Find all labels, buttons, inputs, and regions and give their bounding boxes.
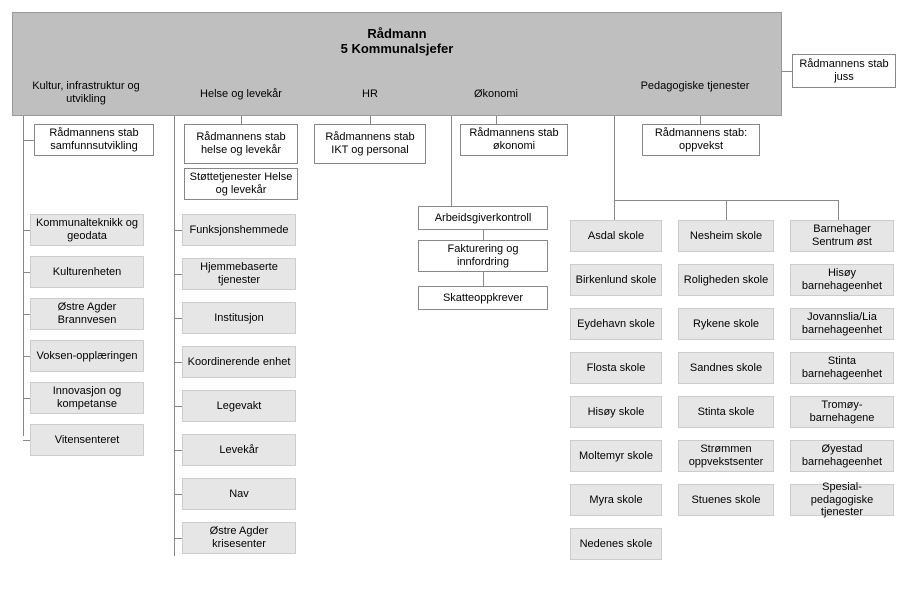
- dept-pedagogiske: Pedagogiske tjenester: [640, 80, 750, 93]
- connector: [614, 200, 615, 220]
- unit-box: Birkenlund skole: [570, 264, 662, 296]
- connector: [23, 314, 30, 315]
- stab-helse1: Rådmannens stab helse og levekår: [184, 124, 298, 164]
- unit-box: Myra skole: [570, 484, 662, 516]
- unit-box: Nedenes skole: [570, 528, 662, 560]
- unit-box: Moltemyr skole: [570, 440, 662, 472]
- connector: [174, 406, 182, 407]
- unit-box: Flosta skole: [570, 352, 662, 384]
- unit-box: Voksen-opplæringen: [30, 340, 144, 372]
- okonomi-chain-2: Skatteoppkrever: [418, 286, 548, 310]
- unit-box: Koordinerende enhet: [182, 346, 296, 378]
- unit-box: Stinta skole: [678, 396, 774, 428]
- unit-box: Kulturenheten: [30, 256, 144, 288]
- header-line2: 5 Kommunalsjefer: [341, 42, 454, 57]
- unit-box: Levekår: [182, 434, 296, 466]
- unit-box: Nav: [182, 478, 296, 510]
- unit-box: Legevakt: [182, 390, 296, 422]
- unit-box: Institusjon: [182, 302, 296, 334]
- stab-hr: Rådmannens stab IKT og personal: [314, 124, 426, 164]
- unit-box: Sandnes skole: [678, 352, 774, 384]
- connector: [174, 450, 182, 451]
- unit-box: Østre Agder Brannvesen: [30, 298, 144, 330]
- connector: [23, 440, 30, 441]
- connector: [700, 116, 701, 124]
- connector: [782, 71, 792, 72]
- unit-box: Kommunalteknikk og geodata: [30, 214, 144, 246]
- unit-box: Hisøy barnehageenhet: [790, 264, 894, 296]
- unit-box: Barnehager Sentrum øst: [790, 220, 894, 252]
- unit-box: Spesial-pedagogiske tjenester: [790, 484, 894, 516]
- unit-box: Tromøy-barnehagene: [790, 396, 894, 428]
- dept-okonomi: Økonomi: [456, 88, 536, 101]
- connector: [23, 398, 30, 399]
- connector: [496, 116, 497, 124]
- connector: [23, 356, 30, 357]
- unit-box: Stinta barnehageenhet: [790, 352, 894, 384]
- connector: [174, 230, 182, 231]
- connector: [174, 116, 175, 556]
- unit-box: Asdal skole: [570, 220, 662, 252]
- connector: [174, 318, 182, 319]
- unit-box: Innovasjon og kompetanse: [30, 382, 144, 414]
- stab-pedagogiske: Rådmannens stab: oppvekst: [642, 124, 760, 156]
- unit-box: Eydehavn skole: [570, 308, 662, 340]
- connector: [174, 538, 182, 539]
- connector: [174, 494, 182, 495]
- connector: [23, 230, 30, 231]
- connector: [614, 116, 615, 200]
- connector: [174, 362, 182, 363]
- unit-box: Øyestad barnehageenhet: [790, 440, 894, 472]
- unit-box: Jovannslia/Lia barnehageenhet: [790, 308, 894, 340]
- unit-box: Østre Agder krisesenter: [182, 522, 296, 554]
- okonomi-chain-0: Arbeidsgiverkontroll: [418, 206, 548, 230]
- dept-helse: Helse og levekår: [186, 88, 296, 101]
- stab-juss: Rådmannens stab juss: [792, 54, 896, 88]
- stab-juss-label: Rådmannens stab juss: [797, 58, 891, 83]
- connector: [483, 272, 484, 286]
- dept-hr: HR: [340, 88, 400, 101]
- unit-box: Vitensenteret: [30, 424, 144, 456]
- header-line1: Rådmann: [367, 27, 426, 42]
- unit-box: Hisøy skole: [570, 396, 662, 428]
- connector: [726, 200, 727, 220]
- unit-box: Stuenes skole: [678, 484, 774, 516]
- unit-box: Roligheden skole: [678, 264, 774, 296]
- okonomi-chain-1: Fakturering og innfordring: [418, 240, 548, 272]
- connector: [174, 274, 182, 275]
- unit-box: Hjemmebaserte tjenester: [182, 258, 296, 290]
- unit-box: Funksjonshemmede: [182, 214, 296, 246]
- unit-box: Nesheim skole: [678, 220, 774, 252]
- dept-kultur: Kultur, infrastruktur og utvikling: [26, 80, 146, 105]
- connector: [23, 140, 34, 141]
- stab-helse2: Støttetjenester Helse og levekår: [184, 168, 298, 200]
- connector: [838, 200, 839, 220]
- unit-box: Strømmen oppvekstsenter: [678, 440, 774, 472]
- connector: [241, 116, 242, 124]
- connector: [483, 230, 484, 240]
- connector: [370, 116, 371, 124]
- connector: [23, 116, 24, 436]
- unit-box: Rykene skole: [678, 308, 774, 340]
- connector: [23, 272, 30, 273]
- stab-kultur: Rådmannens stab samfunnsutvikling: [34, 124, 154, 156]
- stab-okonomi: Rådmannens stab økonomi: [460, 124, 568, 156]
